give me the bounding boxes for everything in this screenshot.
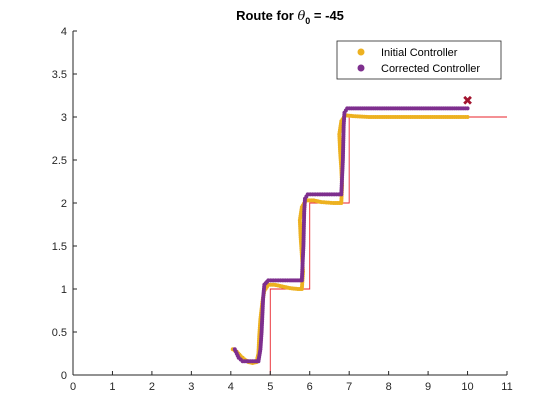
chart-title-symbol: θ <box>297 9 305 24</box>
x-tick-label: 1 <box>109 381 115 393</box>
legend-box <box>336 40 502 80</box>
y-tick-label: 1 <box>61 284 67 296</box>
legend-marker-corrected-controller <box>357 64 365 72</box>
chart-title-suffix: = -45 <box>310 8 344 23</box>
target-x-marker: ✖ <box>462 94 473 109</box>
y-tick-label: 3 <box>61 112 67 124</box>
y-tick-label: 2.5 <box>52 155 67 167</box>
x-tick-label: 11 <box>501 381 512 393</box>
plot-area <box>73 31 507 375</box>
data-point <box>465 115 470 119</box>
legend-marker-initial-controller <box>357 48 365 56</box>
series-layer <box>230 106 470 365</box>
target-marker-layer: ✖ <box>462 94 473 109</box>
x-tick-label: 5 <box>267 381 273 393</box>
x-tick-label: 6 <box>307 381 313 393</box>
chart-title-prefix: Route for <box>236 8 297 23</box>
data-point <box>465 106 470 111</box>
x-tick-label: 9 <box>425 381 431 393</box>
x-tick-label: 2 <box>149 381 155 393</box>
y-tick-label: 1.5 <box>52 241 67 253</box>
legend-label-initial-controller: Initial Controller <box>381 47 458 59</box>
legend-label-corrected-controller: Corrected Controller <box>381 63 480 75</box>
y-tick-label: 4 <box>61 26 67 38</box>
x-tick-label: 10 <box>461 381 473 393</box>
x-axis-ticks: 0 1 2 3 4 5 6 7 8 9 10 11 <box>70 371 513 393</box>
x-tick-label: 4 <box>228 381 234 393</box>
y-axis-ticks: 0 0.5 1 1.5 2 2.5 3 3.5 4 <box>52 26 77 382</box>
chart-title: Route for θ0 = -45 <box>236 8 344 26</box>
chart-title-subscript: 0 <box>305 16 310 26</box>
y-tick-label: 3.5 <box>52 69 67 81</box>
x-tick-label: 3 <box>188 381 194 393</box>
x-tick-label: 0 <box>70 381 76 393</box>
x-tick-label: 8 <box>386 381 392 393</box>
y-tick-label: 0.5 <box>52 327 67 339</box>
series-corrected-controller <box>232 106 470 364</box>
legend: Initial Controller Corrected Controller <box>336 40 502 80</box>
y-tick-label: 2 <box>61 198 67 210</box>
x-tick-label: 7 <box>346 381 352 393</box>
y-tick-label: 0 <box>61 370 67 382</box>
